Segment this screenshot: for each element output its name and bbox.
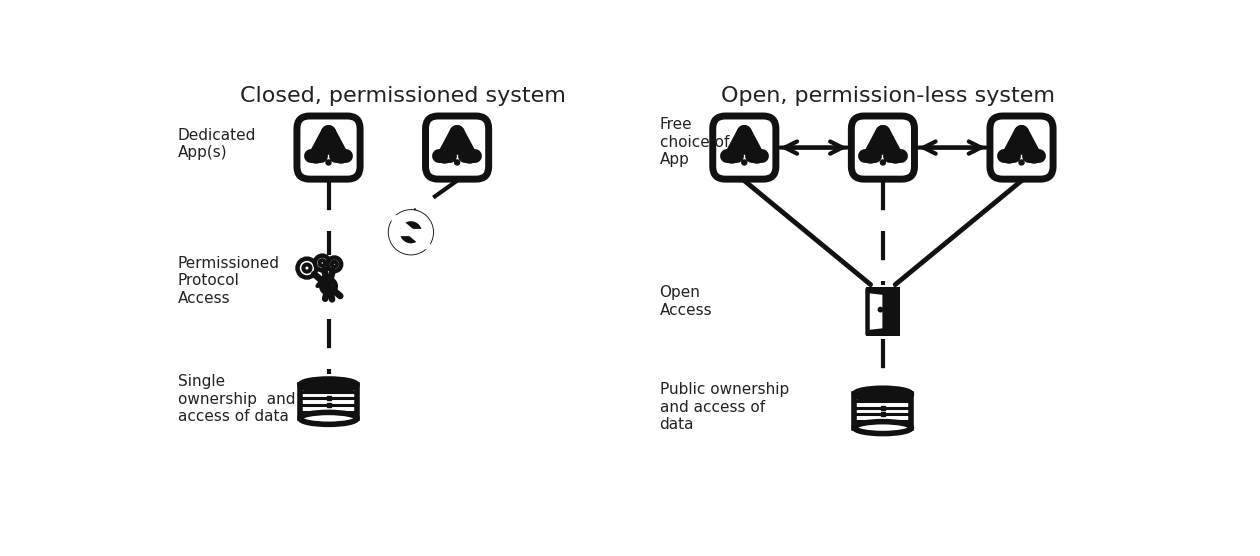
FancyBboxPatch shape — [713, 116, 776, 179]
Ellipse shape — [300, 413, 357, 424]
Circle shape — [742, 160, 747, 165]
Circle shape — [315, 256, 330, 270]
Circle shape — [388, 209, 433, 255]
Circle shape — [1018, 126, 1024, 132]
Polygon shape — [867, 291, 885, 332]
Circle shape — [326, 160, 331, 165]
Circle shape — [455, 126, 460, 132]
Text: Open
Access: Open Access — [660, 285, 712, 318]
Bar — [854, 394, 911, 428]
Circle shape — [297, 259, 316, 277]
Circle shape — [881, 160, 886, 165]
Circle shape — [304, 265, 310, 272]
Text: Free
choice of
App: Free choice of App — [660, 117, 730, 167]
Circle shape — [878, 307, 883, 312]
Ellipse shape — [854, 388, 911, 400]
Circle shape — [321, 279, 335, 293]
Circle shape — [455, 160, 460, 165]
Circle shape — [879, 126, 886, 132]
Text: Public ownership
and access of
data: Public ownership and access of data — [660, 382, 789, 432]
Text: Single
ownership  and
access of data: Single ownership and access of data — [178, 374, 295, 424]
FancyBboxPatch shape — [426, 116, 489, 179]
Ellipse shape — [300, 379, 357, 391]
Circle shape — [741, 126, 747, 132]
Bar — [866, 287, 900, 336]
Text: Dedicated
App(s): Dedicated App(s) — [178, 127, 256, 160]
Circle shape — [325, 126, 331, 132]
Text: Permissioned
Protocol
Access: Permissioned Protocol Access — [178, 256, 280, 306]
Circle shape — [1019, 160, 1024, 165]
Bar — [300, 385, 357, 418]
Circle shape — [328, 257, 341, 271]
Circle shape — [331, 262, 336, 267]
Circle shape — [320, 260, 325, 266]
Text: Closed, permissioned system: Closed, permissioned system — [241, 86, 566, 106]
Text: Open, permission-less system: Open, permission-less system — [721, 86, 1056, 106]
FancyBboxPatch shape — [852, 116, 915, 179]
Ellipse shape — [854, 421, 911, 434]
FancyBboxPatch shape — [297, 116, 360, 179]
FancyBboxPatch shape — [990, 116, 1053, 179]
